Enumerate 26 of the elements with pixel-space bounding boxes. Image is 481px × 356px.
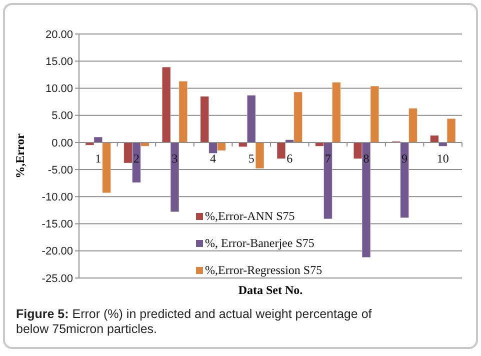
y-tick-label: 20.00: [45, 28, 73, 41]
legend-label: %,Error-Regression S75: [205, 263, 322, 277]
x-tick-label: 3: [172, 151, 178, 166]
x-tick-label: 5: [248, 151, 254, 166]
caption: Figure 5: Error (%) in predicted and actual weight percentage of below 75micron particles.: [16, 307, 372, 336]
y-axis-title: %,Error: [13, 132, 27, 178]
y-tick-label: -25.00: [42, 272, 73, 285]
y-tick-label: 15.00: [45, 56, 73, 68]
x-tick-label: 4: [210, 151, 216, 166]
y-tick-label: -5.00: [48, 164, 73, 176]
y-tick-label: 0.00: [52, 137, 73, 150]
x-tick-label: 6: [286, 151, 293, 166]
y-tick-label: 5.00: [52, 110, 73, 122]
y-tick-label: -20.00: [42, 246, 73, 258]
x-tick-label: 7: [324, 151, 331, 166]
y-tick-label: -15.00: [42, 218, 73, 231]
x-tick-label: 1: [95, 151, 102, 166]
x-tick-label: 10: [436, 151, 449, 166]
x-tick-label: 2: [133, 151, 140, 166]
legend-label: %, Error-Banerjee S75: [205, 236, 314, 250]
legend-label: %,Error-ANN S75: [205, 209, 295, 223]
y-tick-label: -10.00: [42, 192, 73, 204]
x-tick-label: 8: [363, 151, 370, 166]
x-axis-title: Data Set No.: [238, 283, 303, 297]
x-tick-label: 9: [402, 151, 408, 166]
y-tick-label: 10.00: [45, 83, 73, 96]
